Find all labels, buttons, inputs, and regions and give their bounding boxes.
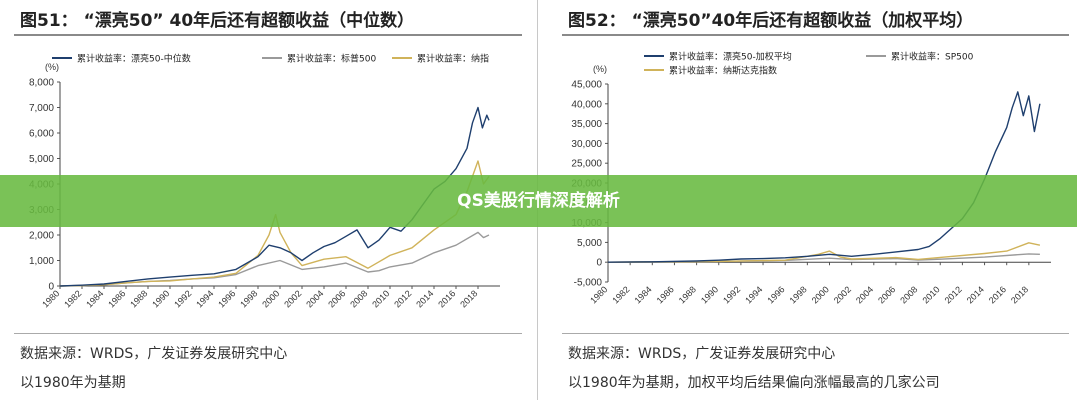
x-tick-label: 2006 [876,284,897,305]
base-year-note: 以1980年为基期，加权平均后结果偏向涨幅最高的几家公司 [568,375,940,391]
x-tick-label: 1984 [632,284,653,305]
x-tick-label: 2012 [943,284,964,305]
line-chart-median: (%)01,0002,0003,0004,0005,0006,0007,0008… [29,53,500,310]
x-tick-label: 1998 [788,284,809,305]
series-line-3 [607,242,1041,263]
x-tick-label: 1990 [150,288,171,309]
chart-panel-median: 图51： “漂亮50” 40年后还有超额收益（中位数） (%) 0 1,000 2,0… [0,0,530,400]
x-tick-label: 2016 [987,284,1008,305]
chart-title: 图51： “漂亮50” 40年后还有超额收益（中位数） [20,11,415,31]
x-tick-label: 1984 [84,288,105,309]
source-note: 数据来源：WRDS，广发证券发展研究中心 [20,346,288,362]
x-tick-label: 1994 [194,288,215,309]
y-tick-label: 0 [596,258,602,269]
y-tick-label: 6,000 [29,129,54,140]
legend-label: 累计收益率：纳指 [417,53,489,65]
x-tick-label: 2018 [458,288,479,309]
x-tick-label: 2008 [348,288,369,309]
x-tick-label: 2016 [436,288,457,309]
y-tick-label: 25,000 [571,159,602,170]
y-tick-label: 5,000 [577,238,602,249]
source-note: 数据来源：WRDS，广发证券发展研究中心 [568,346,836,362]
x-tick-label: 1982 [62,288,83,309]
x-tick-label: 1982 [610,284,631,305]
y-unit-label: (%) [45,62,59,72]
x-tick-label: 1992 [721,284,742,305]
y-tick-label: 2,000 [29,231,54,242]
y-tick-label: -5,000 [574,278,603,289]
title-divider [14,34,522,36]
x-tick-label: 1992 [172,288,193,309]
x-tick-label: 2014 [414,288,435,309]
series-line-1 [59,106,490,287]
y-tick-label: 7,000 [29,103,54,114]
legend-label: 累计收益率：漂亮50-中位数 [77,53,191,65]
chart-title: 图52： “漂亮50”40年后还有超额收益（加权平均） [568,11,974,31]
y-tick-label: 0 [48,282,54,293]
y-tick-label: 30,000 [571,139,602,150]
series-line-2 [59,231,490,287]
x-tick-label: 2000 [260,288,281,309]
x-tick-label: 2014 [965,284,986,305]
legend-label: 累计收益率：SP500 [891,51,974,63]
watermark-banner: QS美股行情深度解析 [0,175,1077,227]
series-line-1 [607,91,1041,263]
x-tick-label: 1990 [699,284,720,305]
x-tick-label: 1998 [238,288,259,309]
x-tick-label: 1988 [677,284,698,305]
x-tick-label: 1996 [216,288,237,309]
footer-divider [14,333,522,334]
x-tick-label: 2012 [392,288,413,309]
x-tick-label: 1980 [40,288,61,309]
x-tick-label: 2002 [832,284,853,305]
x-tick-label: 2004 [304,288,325,309]
x-tick-label: 2010 [920,284,941,305]
y-unit-label: (%) [593,64,607,74]
y-tick-label: 45,000 [571,80,602,91]
x-tick-label: 2008 [898,284,919,305]
x-tick-label: 2000 [810,284,831,305]
x-tick-label: 2004 [854,284,875,305]
legend-label: 累计收益率：标普500 [287,53,376,65]
y-tick-label: 40,000 [571,99,602,110]
x-tick-label: 2018 [1009,284,1030,305]
x-tick-label: 1986 [655,284,676,305]
base-year-note: 以1980年为基期 [20,375,126,391]
x-tick-label: 1994 [743,284,764,305]
legend-label: 累计收益率：纳斯达克指数 [669,65,777,77]
x-tick-label: 1986 [106,288,127,309]
footer-divider [562,333,1069,334]
x-tick-label: 1988 [128,288,149,309]
title-divider [562,34,1069,36]
y-tick-label: 35,000 [571,119,602,130]
x-tick-label: 2006 [326,288,347,309]
y-tick-label: 8,000 [29,78,54,89]
x-tick-label: 2002 [282,288,303,309]
x-tick-label: 2010 [370,288,391,309]
banner-title: QS美股行情深度解析 [457,191,620,211]
y-tick-label: 5,000 [29,154,54,165]
x-tick-label: 1996 [765,284,786,305]
y-tick-label: 1,000 [29,256,54,267]
legend-label: 累计收益率：漂亮50-加权平均 [669,51,792,63]
